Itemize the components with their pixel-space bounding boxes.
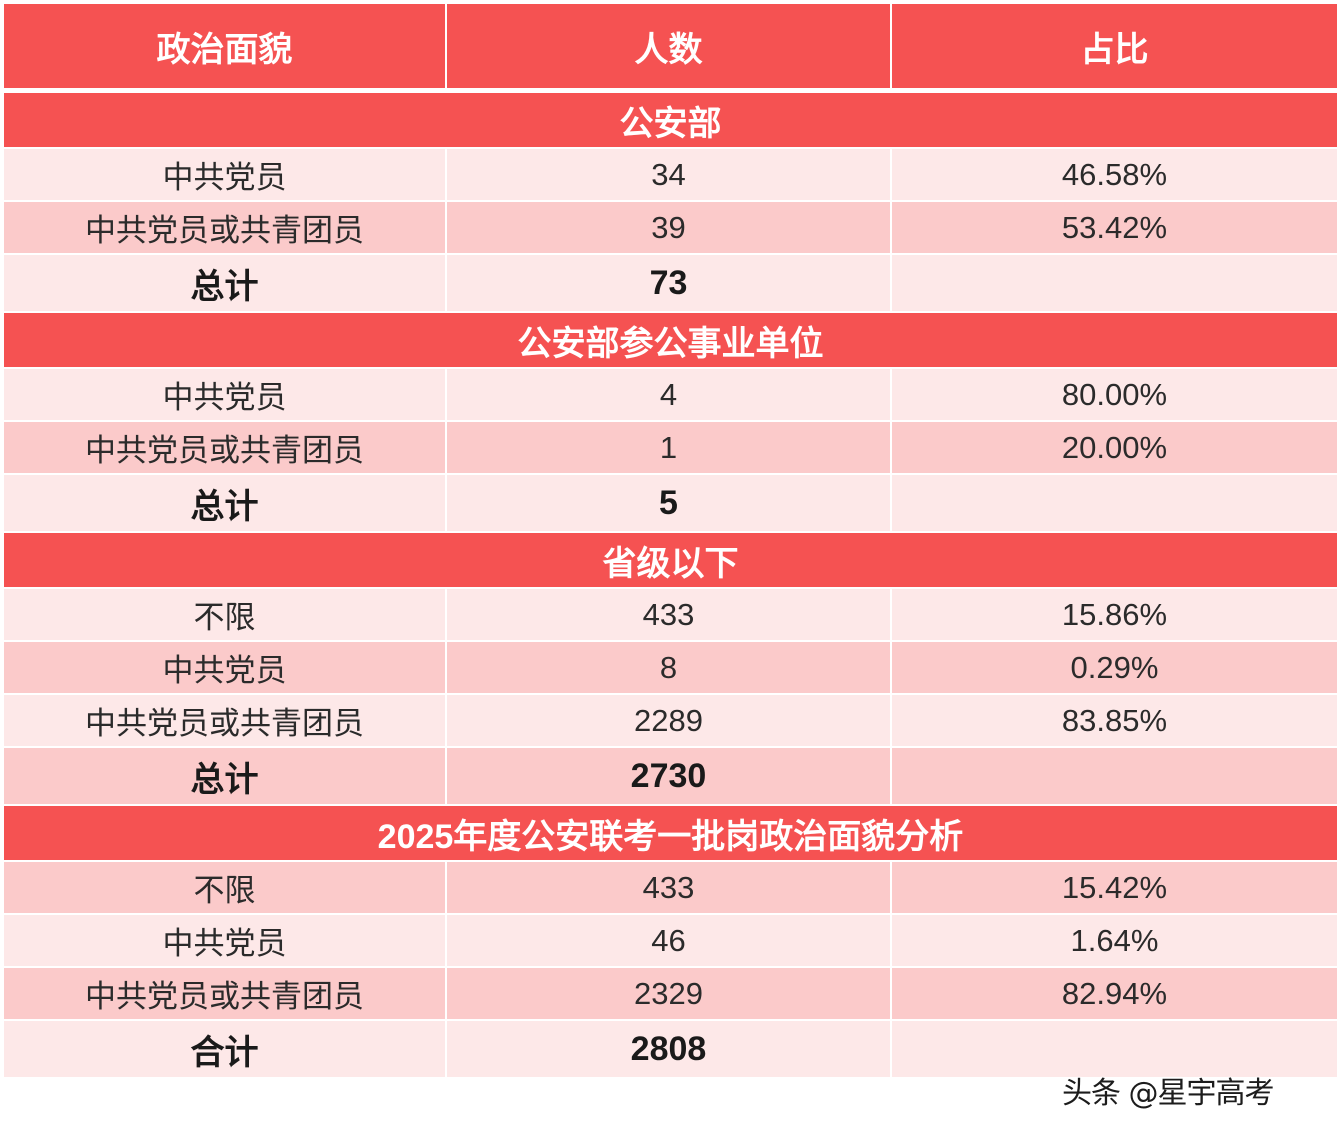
total-percentage [890,473,1339,533]
row-label: 中共党员或共青团员 [2,420,447,475]
table-row: 中共党员 8 0.29% [2,640,1339,695]
column-header-percentage: 占比 [890,2,1339,93]
total-count: 5 [445,473,892,533]
row-percentage: 15.42% [890,860,1339,915]
total-label: 总计 [2,253,447,313]
total-count: 2808 [445,1019,892,1079]
section-title: 公安部 [2,89,1339,149]
total-label: 总计 [2,746,447,806]
total-count: 2730 [445,746,892,806]
section-title: 省级以下 [2,531,1339,589]
watermark: 头条 @星宇高考 [1062,1076,1275,1111]
row-count: 433 [445,860,892,915]
row-percentage: 82.94% [890,966,1339,1021]
total-row: 合计 2808 [2,1019,1339,1079]
total-label: 总计 [2,473,447,533]
total-percentage [890,253,1339,313]
row-percentage: 83.85% [890,693,1339,748]
section-header-row: 省级以下 [2,531,1339,589]
table-row: 不限 433 15.42% [2,860,1339,915]
total-count: 73 [445,253,892,313]
row-count: 2329 [445,966,892,1021]
table-row: 中共党员 46 1.64% [2,913,1339,968]
row-count: 433 [445,587,892,642]
row-label: 中共党员 [2,367,447,422]
table-row: 中共党员或共青团员 2329 82.94% [2,966,1339,1021]
political-status-table: 政治面貌 人数 占比 公安部 中共党员 34 46.58% 中共党员或共青团员 … [2,2,1339,1079]
total-percentage [890,1019,1339,1079]
row-percentage: 20.00% [890,420,1339,475]
section-header-row: 2025年度公安联考一批岗政治面貌分析 [2,804,1339,862]
table-row: 中共党员或共青团员 2289 83.85% [2,693,1339,748]
row-label: 不限 [2,587,447,642]
row-percentage: 46.58% [890,147,1339,202]
row-label: 中共党员或共青团员 [2,693,447,748]
row-percentage: 0.29% [890,640,1339,695]
row-label: 中共党员 [2,640,447,695]
total-row: 总计 73 [2,253,1339,313]
row-count: 34 [445,147,892,202]
column-header-count: 人数 [445,2,892,93]
row-percentage: 53.42% [890,200,1339,255]
row-label: 中共党员 [2,147,447,202]
table-row: 中共党员或共青团员 39 53.42% [2,200,1339,255]
row-percentage: 15.86% [890,587,1339,642]
row-label: 中共党员 [2,913,447,968]
row-label: 中共党员或共青团员 [2,200,447,255]
section-header-row: 公安部参公事业单位 [2,311,1339,369]
total-row: 总计 5 [2,473,1339,533]
total-label: 合计 [2,1019,447,1079]
row-count: 8 [445,640,892,695]
row-count: 39 [445,200,892,255]
row-count: 4 [445,367,892,422]
table-row: 中共党员 4 80.00% [2,367,1339,422]
table-row: 中共党员 34 46.58% [2,147,1339,202]
row-percentage: 1.64% [890,913,1339,968]
table-header-row: 政治面貌 人数 占比 [2,2,1339,93]
table-row: 不限 433 15.86% [2,587,1339,642]
row-label: 中共党员或共青团员 [2,966,447,1021]
row-count: 1 [445,420,892,475]
row-label: 不限 [2,860,447,915]
column-header-political-status: 政治面貌 [2,2,447,93]
row-count: 46 [445,913,892,968]
table-row: 中共党员或共青团员 1 20.00% [2,420,1339,475]
section-title: 公安部参公事业单位 [2,311,1339,369]
total-percentage [890,746,1339,806]
row-count: 2289 [445,693,892,748]
row-percentage: 80.00% [890,367,1339,422]
total-row: 总计 2730 [2,746,1339,806]
section-title: 2025年度公安联考一批岗政治面貌分析 [2,804,1339,862]
section-header-row: 公安部 [2,89,1339,149]
